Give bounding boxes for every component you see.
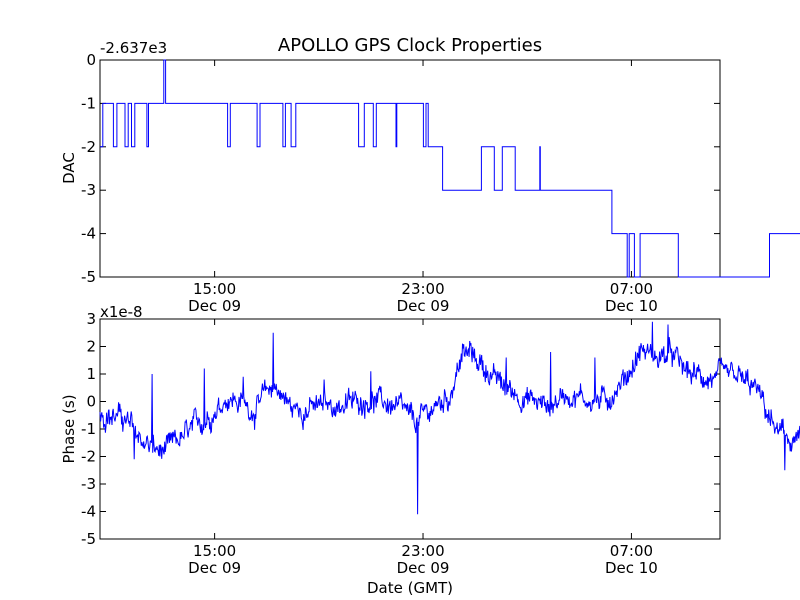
phase-xtick-date-label: Dec 09 — [188, 559, 241, 577]
phase-ytick-label: -4 — [81, 503, 96, 521]
dac-xtick-time-label: 07:00 — [610, 280, 653, 298]
phase-xtick-date-label: Dec 09 — [397, 559, 450, 577]
dac-ytick-label: -4 — [81, 225, 96, 243]
chart-title: APOLLO GPS Clock Properties — [278, 35, 542, 56]
phase-ytick-label: 3 — [86, 310, 96, 328]
phase-xtick-time-label: 23:00 — [401, 542, 444, 560]
phase-ytick-label: 1 — [86, 365, 96, 383]
dac-ytick-label: -5 — [81, 268, 96, 286]
phase-xtick-date-label: Dec 10 — [605, 559, 658, 577]
phase-ytick-label: 2 — [86, 338, 96, 356]
dac-ytick-label: -1 — [81, 94, 96, 112]
phase-ytick-label: -5 — [81, 530, 96, 548]
dac-xtick-date-label: Dec 09 — [397, 297, 450, 315]
dac-offset-text: -2.637e3 — [100, 39, 167, 57]
dac-ytick-label: -2 — [81, 138, 96, 156]
dac-axes-frame — [99, 59, 721, 278]
phase-ytick-label: -1 — [81, 420, 96, 438]
dac-xtick-date-label: Dec 09 — [188, 297, 241, 315]
dac-ytick-label: 0 — [86, 51, 96, 69]
phase-offset-text: x1e-8 — [100, 303, 143, 321]
dac-y-axis-label: DAC — [60, 152, 78, 184]
dac-series-line — [100, 59, 800, 278]
dac-xtick-date-label: Dec 10 — [605, 297, 658, 315]
phase-series-line — [99, 321, 800, 515]
phase-x-axis-label: Date (GMT) — [367, 579, 453, 597]
dac-xtick-time-label: 15:00 — [193, 280, 236, 298]
phase-axes-frame — [99, 318, 721, 540]
phase-ytick-label: -2 — [81, 448, 96, 466]
dac-ytick-label: -3 — [81, 181, 96, 199]
phase-y-axis-label: Phase (s) — [60, 394, 78, 463]
dac-xtick-time-label: 23:00 — [401, 280, 444, 298]
phase-ytick-label: 0 — [86, 393, 96, 411]
phase-xtick-time-label: 07:00 — [610, 542, 653, 560]
phase-xtick-time-label: 15:00 — [193, 542, 236, 560]
phase-ytick-label: -3 — [81, 475, 96, 493]
